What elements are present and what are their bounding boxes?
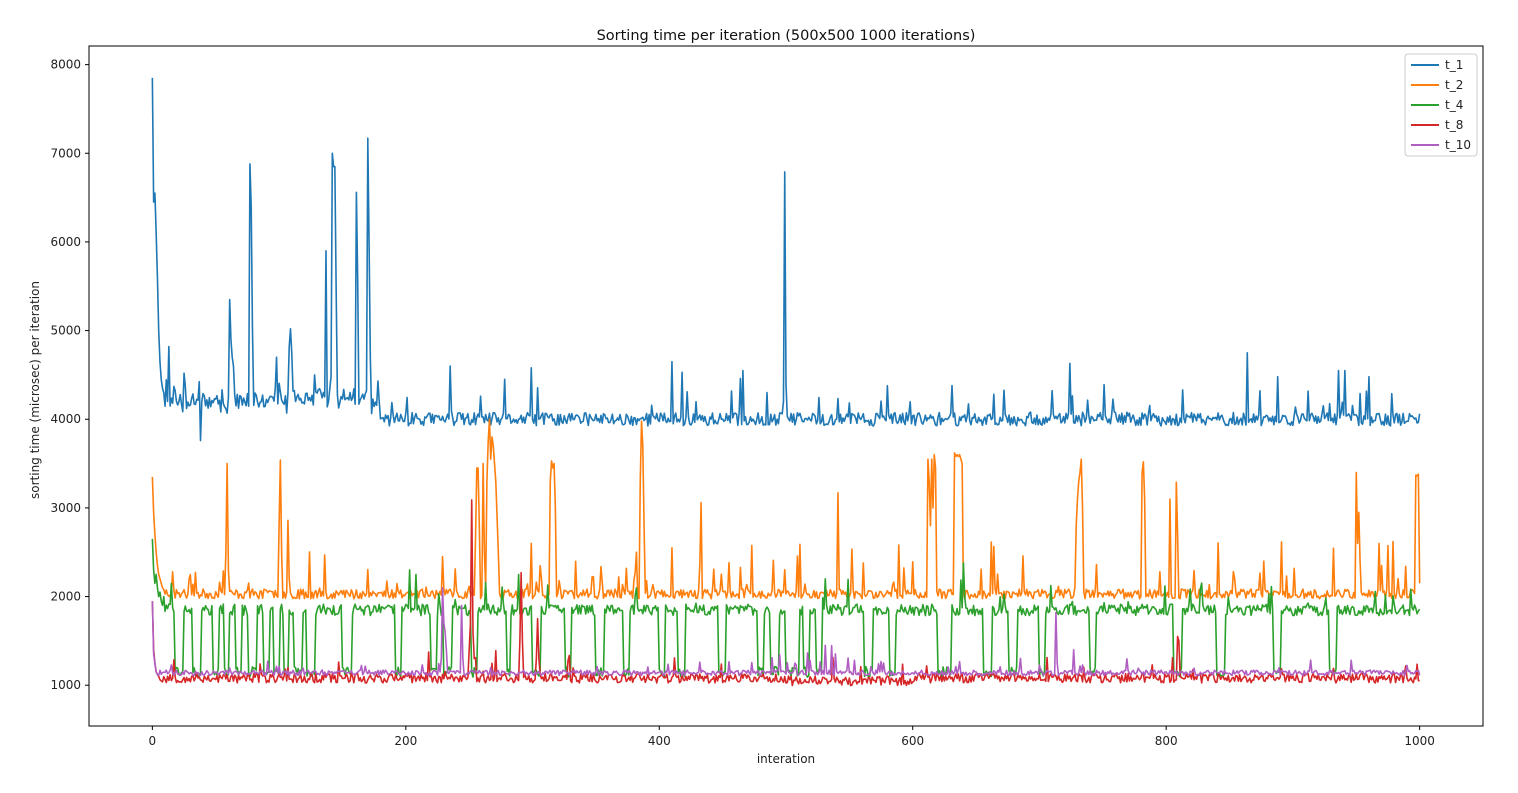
y-tick-label: 6000 [50, 235, 81, 249]
x-tick-label: 1000 [1404, 734, 1435, 748]
legend-label: t_1 [1445, 58, 1463, 72]
series-line-t-8 [151, 499, 1420, 687]
x-tick-label: 0 [149, 734, 157, 748]
legend: t_1 t_2 t_4 t_8 t_10 [1404, 53, 1478, 157]
y-tick-label: 7000 [50, 146, 81, 160]
y-axis-ticks: 1000 2000 3000 4000 5000 6000 7000 8000 [50, 58, 89, 692]
y-tick-label: 8000 [50, 58, 81, 72]
y-tick-label: 5000 [50, 324, 81, 338]
chart-title: Sorting time per iteration (500x500 1000… [597, 28, 976, 44]
x-tick-label: 600 [901, 734, 924, 748]
legend-label: t_4 [1445, 98, 1463, 112]
y-tick-label: 1000 [50, 678, 81, 692]
legend-label: t_2 [1445, 78, 1463, 92]
x-axis-ticks: 0 200 400 600 800 1000 [149, 726, 1435, 748]
plot-frame [88, 45, 1484, 727]
series-line-t-1 [151, 77, 1421, 442]
x-tick-label: 400 [648, 734, 671, 748]
x-tick-label: 200 [394, 734, 417, 748]
y-tick-label: 2000 [50, 590, 81, 604]
series-line-t-2 [151, 418, 1421, 600]
series-line-t-4 [151, 538, 1421, 678]
legend-box [1404, 53, 1478, 157]
series-lines [151, 77, 1421, 687]
y-tick-label: 4000 [50, 412, 81, 426]
y-axis-label: sorting time (microsec) per iteration [28, 281, 42, 499]
series-line-t-10 [151, 586, 1421, 677]
x-axis-label: interation [757, 752, 815, 766]
y-tick-label: 3000 [50, 501, 81, 515]
x-tick-label: 800 [1155, 734, 1178, 748]
legend-label: t_8 [1445, 118, 1463, 132]
legend-label: t_10 [1445, 138, 1471, 152]
